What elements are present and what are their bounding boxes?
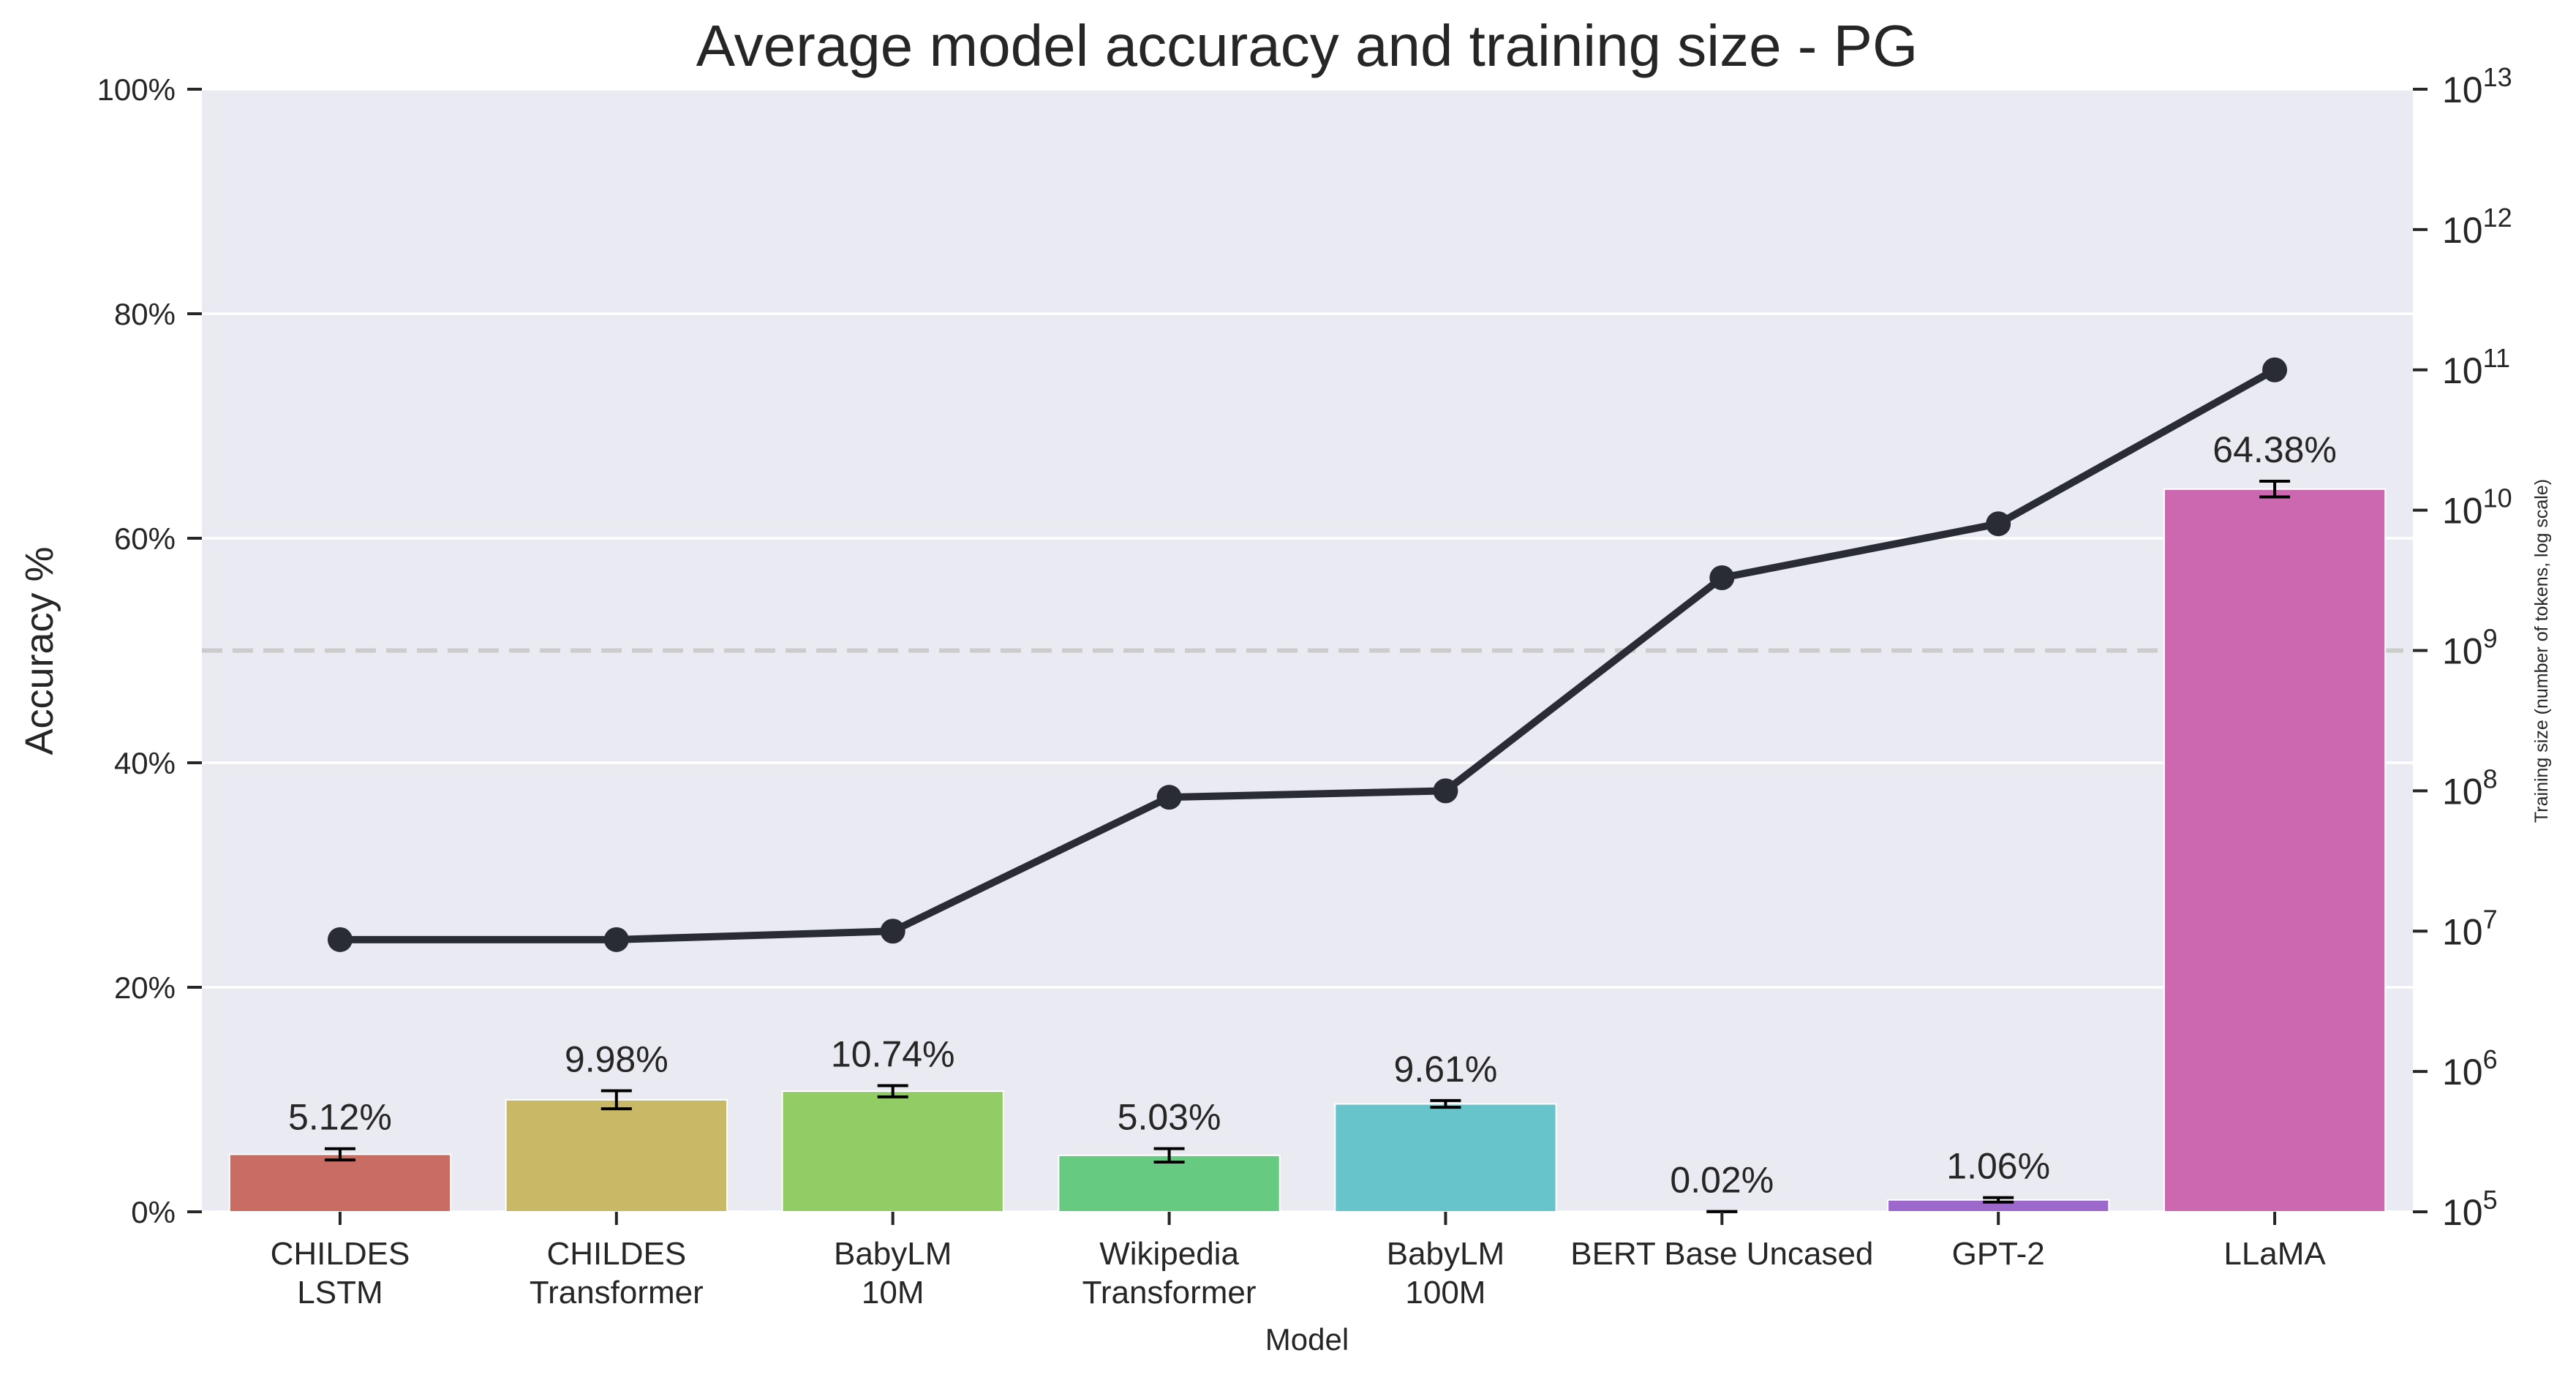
y2-tick-label: 1012 — [2442, 203, 2512, 251]
chart-title: Average model accuracy and training size… — [696, 13, 1918, 78]
right-y-axis: 105 106 107 108 109 1010 1011 1012 1013 — [2413, 62, 2512, 1233]
training-size-point — [1433, 778, 1458, 804]
training-size-line-path — [339, 366, 2277, 943]
y-tick-label: 20% — [114, 970, 176, 1005]
training-size-point — [327, 927, 353, 952]
y-tick-label: 80% — [114, 297, 176, 331]
bar-value-label: 5.12% — [288, 1097, 392, 1138]
training-size-point — [1156, 785, 1182, 810]
bar-value-label: 0.02% — [1670, 1160, 1774, 1201]
bar-value-label: 9.61% — [1394, 1049, 1498, 1090]
training-size-point — [1709, 565, 1735, 591]
training-size-point — [1986, 511, 2011, 537]
bar-value-label: 5.03% — [1118, 1097, 1221, 1138]
x-tick-label: Transformer — [530, 1275, 704, 1311]
x-tick-label: Transformer — [1082, 1275, 1257, 1311]
x-tick-label: LSTM — [297, 1275, 383, 1311]
x-tick-label: GPT-2 — [1952, 1236, 2045, 1272]
x-tick-label: BabyLM — [834, 1236, 952, 1272]
x-axis: CHILDESLSTMCHILDESTransformerBabyLM10MWi… — [271, 1212, 2326, 1311]
x-axis-label: Model — [1265, 1322, 1349, 1357]
x-tick-label: 10M — [862, 1275, 924, 1311]
y-tick-label: 40% — [114, 746, 176, 780]
y-tick-label: 0% — [131, 1195, 176, 1229]
y2-axis-label: Training size (number of tokens, log sca… — [2531, 479, 2552, 823]
training-size-point — [603, 927, 629, 952]
y-tick-label: 100% — [97, 72, 176, 107]
x-tick-label: CHILDES — [271, 1236, 410, 1272]
bar-value-label: 1.06% — [1946, 1146, 2050, 1187]
bar — [2163, 488, 2387, 1213]
bars — [228, 488, 2387, 1213]
training-size-point — [2262, 357, 2288, 382]
bar — [505, 1098, 728, 1213]
error-bars — [324, 480, 2291, 1213]
bar-value-label: 10.74% — [831, 1033, 955, 1074]
y2-tick-label: 1013 — [2442, 62, 2512, 110]
x-tick-label: BabyLM — [1387, 1236, 1504, 1272]
bar-value-labels: 5.12% 9.98% 10.74% 5.03% 9.61% 0.02% 1.06% 64.3… — [288, 429, 2337, 1201]
training-size-point — [880, 919, 905, 944]
y2-tick-label: 105 — [2442, 1185, 2498, 1233]
bar-value-label: 9.98% — [565, 1039, 669, 1080]
y2-tick-label: 1011 — [2442, 343, 2510, 391]
bar-value-label: 64.38% — [2212, 429, 2337, 470]
plot-area — [202, 89, 2413, 1212]
x-tick-label: 100M — [1405, 1275, 1485, 1311]
y-axis-label: Accuracy % — [18, 546, 61, 755]
x-tick-label: LLaMA — [2223, 1236, 2326, 1272]
y2-tick-label: 107 — [2442, 904, 2498, 952]
bar — [1334, 1103, 1557, 1213]
left-y-axis: 0% 20% 40% 60% 80% 100% — [97, 72, 202, 1229]
bar — [1058, 1154, 1281, 1213]
y2-tick-label: 109 — [2442, 624, 2498, 672]
x-tick-label: CHILDES — [546, 1236, 686, 1272]
x-tick-label: Wikipedia — [1099, 1236, 1239, 1272]
x-tick-label: BERT Base Uncased — [1570, 1236, 1873, 1272]
y-tick-label: 60% — [114, 521, 176, 556]
y2-tick-label: 108 — [2442, 763, 2498, 812]
bar — [781, 1090, 1004, 1213]
training-size-line — [327, 357, 2288, 952]
bar — [228, 1153, 452, 1213]
y2-tick-label: 106 — [2442, 1044, 2498, 1093]
y2-tick-label: 1010 — [2442, 483, 2512, 532]
